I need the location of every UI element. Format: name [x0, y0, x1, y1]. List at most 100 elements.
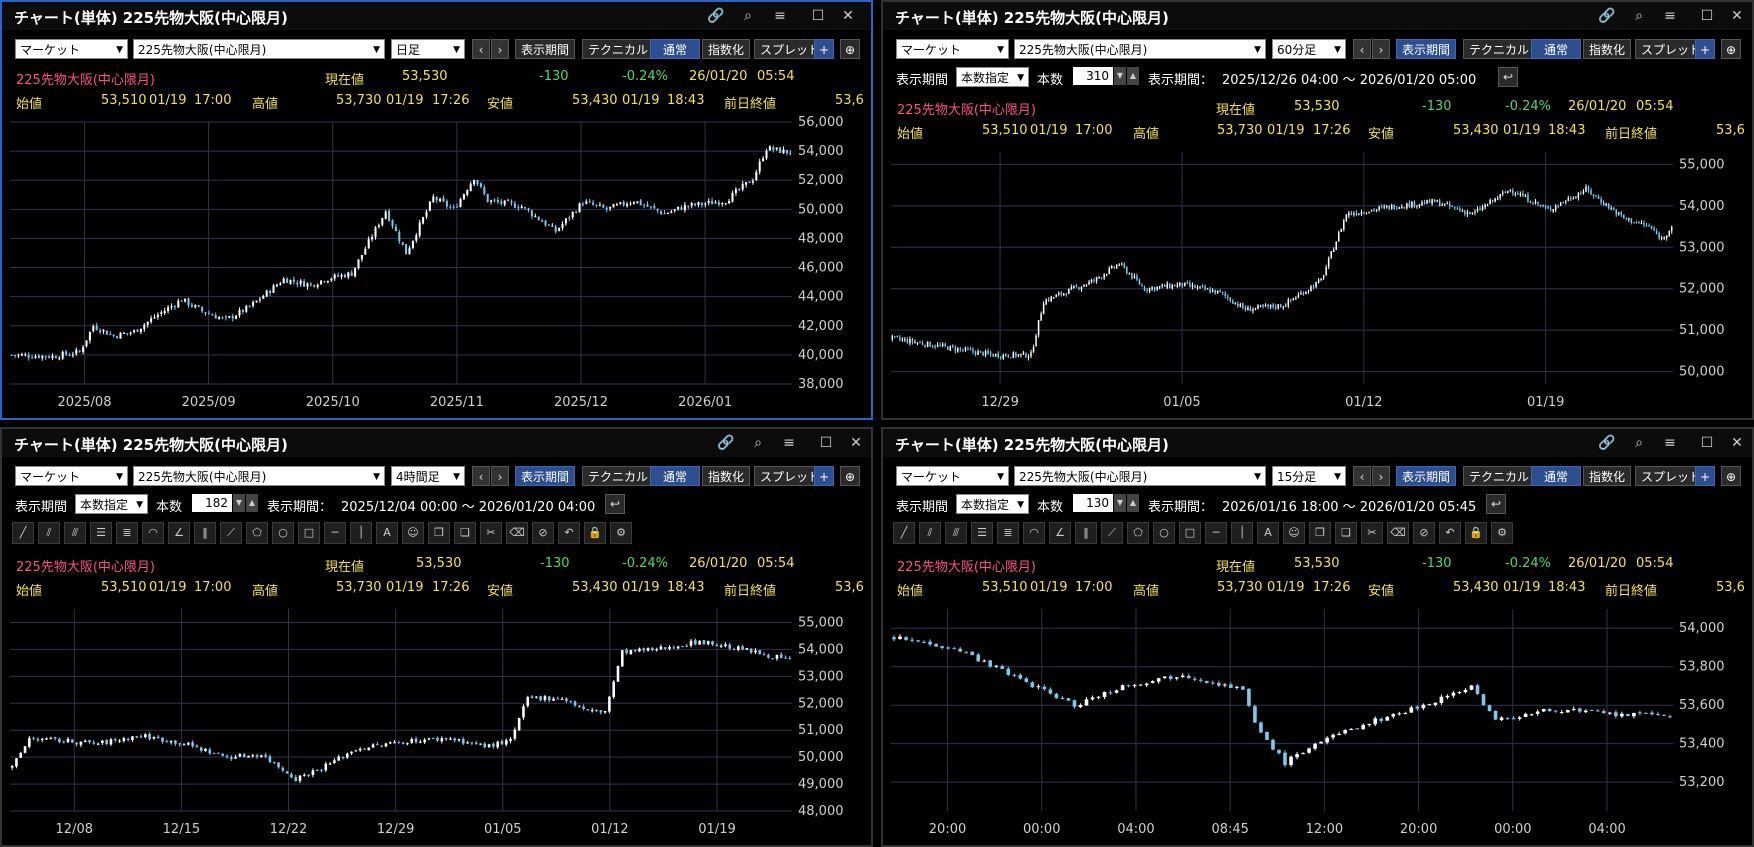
prev-button[interactable]: ‹ — [1353, 39, 1371, 59]
settings-tool-icon[interactable]: ⚙ — [610, 522, 632, 544]
link-icon[interactable]: 🔗 — [707, 8, 725, 24]
prev-button[interactable]: ‹ — [472, 39, 490, 59]
period-mode-select[interactable]: 本数指定 ▼ — [75, 494, 148, 514]
link-icon[interactable]: 🔗 — [1598, 8, 1616, 24]
undo-tool-icon[interactable]: ↶ — [558, 522, 580, 544]
display-period-button[interactable]: 表示期間 — [515, 39, 576, 59]
reset-range-icon[interactable]: ↩ — [605, 494, 625, 514]
paste-tool-icon[interactable]: ❏ — [1335, 522, 1357, 544]
undo-tool-icon[interactable]: ↶ — [1439, 522, 1461, 544]
indexed-button[interactable]: 指数化 — [702, 39, 751, 59]
copy-tool-icon[interactable]: ❐ — [1309, 522, 1331, 544]
search-icon[interactable]: ⌕ — [754, 435, 762, 451]
eraser-tool-icon[interactable]: ⌫ — [506, 522, 528, 544]
cut-tool-icon[interactable]: ✂ — [1361, 522, 1383, 544]
eraser-tool-icon[interactable]: ⌫ — [1387, 522, 1409, 544]
channel-tool-icon[interactable]: ⫽ — [38, 522, 60, 544]
display-period-button[interactable]: 表示期間 — [1396, 39, 1457, 59]
spin-down-icon[interactable]: ▼ — [1114, 494, 1126, 512]
lock-tool-icon[interactable]: 🔒 — [1465, 522, 1487, 544]
paste-tool-icon[interactable]: ❏ — [454, 522, 476, 544]
technical-button[interactable]: テクニカル — [1463, 39, 1536, 59]
time-zone-tool-icon[interactable]: ‖ — [194, 522, 216, 544]
vline-tool-icon[interactable]: │ — [350, 522, 372, 544]
maximize-icon[interactable]: ☐ — [1700, 435, 1714, 451]
menu-icon[interactable]: ≡ — [783, 435, 795, 451]
market-select[interactable]: マーケット ▼ — [896, 466, 1009, 486]
display-period-button[interactable]: 表示期間 — [1396, 466, 1457, 486]
price-chart-daily[interactable]: 56,000 54,000 52,000 50,000 48,000 46,000 44,0… — [10, 116, 872, 416]
chart-panel-4hour[interactable]: チャート(単体) 225先物大阪(中心限月) 🔗 ⌕ ≡ ☐ ✕ マーケット ▼ … — [0, 427, 873, 847]
zoom-icon[interactable]: ⊕ — [840, 39, 860, 59]
arc-tool-icon[interactable]: ◠ — [1023, 522, 1045, 544]
hlines-tool-icon[interactable]: ☰ — [971, 522, 993, 544]
instrument-select[interactable]: 225先物大阪(中心限月) ▼ — [133, 466, 385, 486]
prev-button[interactable]: ‹ — [472, 466, 490, 486]
next-button[interactable]: › — [1372, 466, 1390, 486]
instrument-select[interactable]: 225先物大阪(中心限月) ▼ — [1014, 39, 1266, 59]
zoom-icon[interactable]: ⊕ — [840, 466, 860, 486]
indexed-button[interactable]: 指数化 — [1583, 39, 1632, 59]
panel-title-bar[interactable]: チャート(単体) 225先物大阪(中心限月) 🔗 ⌕ ≡ ☐ ✕ — [2, 429, 871, 457]
chart-panel-daily[interactable]: チャート(単体) 225先物大阪(中心限月) 🔗 ⌕ ≡ ☐ ✕ マーケット ▼ … — [0, 0, 873, 420]
price-chart-4hour[interactable]: 55,000 54,000 53,000 52,000 51,000 50,000 49,0… — [10, 603, 872, 843]
add-icon[interactable]: + — [814, 39, 834, 59]
menu-icon[interactable]: ≡ — [1664, 435, 1676, 451]
instrument-select[interactable]: 225先物大阪(中心限月) ▼ — [133, 39, 385, 59]
gann-tool-icon[interactable]: ⟋ — [1101, 522, 1123, 544]
channel-tool-icon[interactable]: ⫽ — [919, 522, 941, 544]
reset-range-icon[interactable]: ↩ — [1486, 494, 1506, 514]
market-select[interactable]: マーケット ▼ — [896, 39, 1009, 59]
close-icon[interactable]: ✕ — [1731, 8, 1743, 24]
erase-all-tool-icon[interactable]: ⊘ — [1413, 522, 1435, 544]
indexed-button[interactable]: 指数化 — [1583, 466, 1632, 486]
display-period-button[interactable]: 表示期間 — [515, 466, 576, 486]
period-mode-select[interactable]: 本数指定 ▼ — [956, 494, 1029, 514]
lock-tool-icon[interactable]: 🔒 — [584, 522, 606, 544]
maximize-icon[interactable]: ☐ — [819, 435, 833, 451]
search-icon[interactable]: ⌕ — [1635, 8, 1643, 24]
spread-button[interactable]: スプレッド — [754, 39, 827, 59]
timeframe-select[interactable]: 60分足 ▼ — [1272, 39, 1346, 59]
maximize-icon[interactable]: ☐ — [811, 8, 825, 24]
hlines-tool-icon[interactable]: ☰ — [90, 522, 112, 544]
price-chart-15min[interactable]: 54,000 53,800 53,600 53,400 53,200 20:00 00:00… — [891, 603, 1753, 843]
add-icon[interactable]: + — [814, 466, 834, 486]
rect-tool-icon[interactable]: □ — [298, 522, 320, 544]
timeframe-select[interactable]: 4時間足 ▼ — [391, 466, 465, 486]
settings-tool-icon[interactable]: ⚙ — [1491, 522, 1513, 544]
fan-tool-icon[interactable]: ∠ — [1049, 522, 1071, 544]
next-button[interactable]: › — [1372, 39, 1390, 59]
next-button[interactable]: › — [491, 39, 509, 59]
stamp-tool-icon[interactable]: ☺ — [402, 522, 424, 544]
chart-panel-60min[interactable]: チャート(単体) 225先物大阪(中心限月) 🔗 ⌕ ≡ ☐ ✕ マーケット ▼ … — [881, 0, 1754, 420]
timeframe-select[interactable]: 日足 ▼ — [391, 39, 465, 59]
zoom-icon[interactable]: ⊕ — [1721, 39, 1741, 59]
count-input[interactable]: 182 — [192, 494, 232, 512]
hline-tool-icon[interactable]: ─ — [324, 522, 346, 544]
next-button[interactable]: › — [491, 466, 509, 486]
panel-title-bar[interactable]: チャート(単体) 225先物大阪(中心限月) 🔗 ⌕ ≡ ☐ ✕ — [883, 2, 1752, 30]
instrument-select[interactable]: 225先物大阪(中心限月) ▼ — [1014, 466, 1266, 486]
search-icon[interactable]: ⌕ — [744, 8, 752, 24]
prev-button[interactable]: ‹ — [1353, 466, 1371, 486]
spin-up-icon[interactable]: ▲ — [1127, 494, 1139, 512]
period-mode-select[interactable]: 本数指定 ▼ — [956, 67, 1029, 87]
text-tool-icon[interactable]: A — [1257, 522, 1279, 544]
indexed-button[interactable]: 指数化 — [702, 466, 751, 486]
time-zone-tool-icon[interactable]: ‖ — [1075, 522, 1097, 544]
spin-down-icon[interactable]: ▼ — [1114, 67, 1126, 85]
parallel-tool-icon[interactable]: ⫻ — [945, 522, 967, 544]
timeframe-select[interactable]: 15分足 ▼ — [1272, 466, 1346, 486]
zoom-icon[interactable]: ⊕ — [1721, 466, 1741, 486]
parallel-tool-icon[interactable]: ⫻ — [64, 522, 86, 544]
maximize-icon[interactable]: ☐ — [1700, 8, 1714, 24]
spin-up-icon[interactable]: ▲ — [246, 494, 258, 512]
close-icon[interactable]: ✕ — [842, 8, 854, 24]
arc-tool-icon[interactable]: ◠ — [142, 522, 164, 544]
count-input[interactable]: 130 — [1073, 494, 1113, 512]
link-icon[interactable]: 🔗 — [717, 435, 735, 451]
menu-icon[interactable]: ≡ — [774, 8, 786, 24]
link-icon[interactable]: 🔗 — [1598, 435, 1616, 451]
count-input[interactable]: 310 — [1073, 67, 1113, 85]
